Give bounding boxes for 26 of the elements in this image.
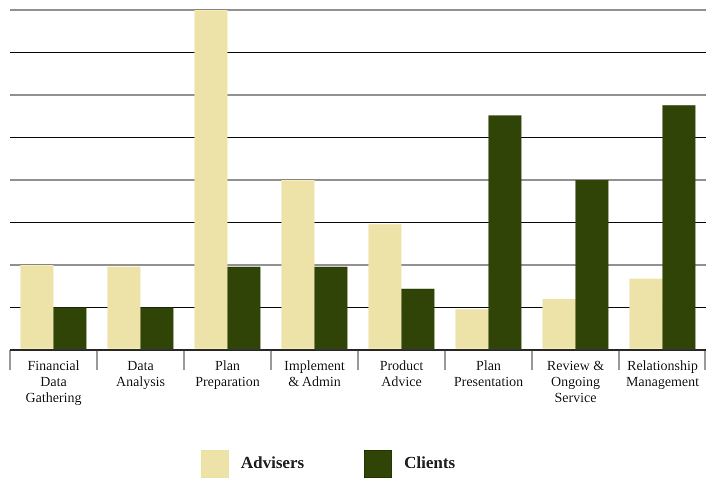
bar xyxy=(488,115,522,350)
x-tick-label: Product Advice xyxy=(380,359,424,390)
bar xyxy=(140,308,174,350)
legend-label: Advisers xyxy=(240,452,304,472)
x-tick-label: Plan Presentation xyxy=(454,359,524,390)
bar xyxy=(314,266,348,350)
x-tick-label: Implement & Admin xyxy=(284,359,345,390)
bar xyxy=(194,10,228,350)
x-tick-label: Financial Data Gathering xyxy=(26,359,82,406)
bar xyxy=(542,299,576,350)
bar xyxy=(20,265,54,350)
bar xyxy=(662,105,696,350)
bar xyxy=(368,224,402,350)
x-tick-label: Relationship Management xyxy=(626,359,700,390)
x-tick-label: Review & Ongoing Service xyxy=(546,359,604,406)
x-tick-label: Plan Preparation xyxy=(195,359,260,390)
bar xyxy=(629,278,662,350)
bar xyxy=(107,266,140,350)
bar xyxy=(455,309,488,350)
bar xyxy=(281,180,314,350)
legend-label: Clients xyxy=(404,452,456,472)
x-tick-label: Data Analysis xyxy=(116,359,165,390)
bar xyxy=(575,180,608,350)
bar xyxy=(401,288,434,350)
bar xyxy=(53,308,86,350)
bar xyxy=(227,266,260,350)
